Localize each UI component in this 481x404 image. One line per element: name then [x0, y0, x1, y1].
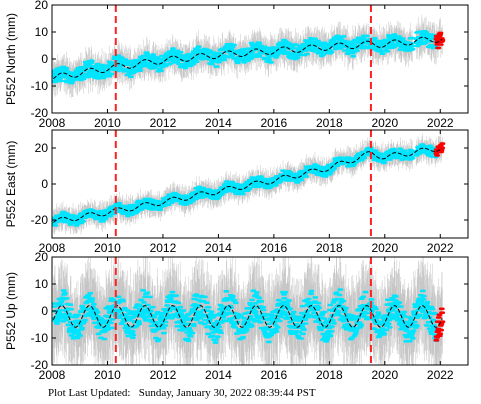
last-updated-footer: Plot Last Updated: Sunday, January 30, 2…	[48, 387, 316, 399]
plot-area-up: 2008 2010 2012 2014 2016 2018 2020 2022 -20 -10 0 1…	[31, 250, 469, 382]
last-updated-label: Plot Last Updated:	[48, 387, 131, 399]
ytick-label-up--10: -10	[31, 331, 49, 345]
xtick-label-north-2012: 2012	[150, 116, 177, 130]
ytick-label-up-20: 20	[35, 250, 49, 264]
data-points-north	[52, 30, 439, 85]
xtick-label-east-2008: 2008	[39, 241, 66, 255]
data-group-east	[52, 132, 446, 235]
xtick-label-north-2022: 2022	[427, 116, 454, 130]
panel-east: 2008 2010 2012 2014 2016 2018 2020 2022 -20 0 20 P…	[4, 129, 469, 255]
xtick-label-east-2010: 2010	[94, 241, 121, 255]
xtick-label-up-2014: 2014	[205, 368, 232, 382]
ytick-label-north-0: 0	[41, 52, 48, 66]
data-points-east	[52, 143, 439, 227]
xtick-label-up-2020: 2020	[371, 368, 398, 382]
ytick-label-north-10: 10	[35, 25, 49, 39]
plot-area-north: 2008 2010 2012 2014 2016 2018 2020 2022 -20 -10 0 1…	[31, 0, 469, 130]
xtick-label-up-2016: 2016	[261, 368, 288, 382]
xtick-label-east-2020: 2020	[371, 241, 398, 255]
xtick-label-up-2010: 2010	[94, 368, 121, 382]
ytick-label-east--20: -20	[31, 213, 49, 227]
model-line-up	[52, 305, 443, 328]
ytick-label-east-0: 0	[41, 177, 48, 191]
xtick-label-east-2018: 2018	[316, 241, 343, 255]
ylabel-up: P552 Up (mm)	[4, 272, 18, 350]
plot-border-east	[51, 129, 469, 239]
xtick-label-north-2020: 2020	[371, 116, 398, 130]
data-group-up	[52, 257, 446, 365]
last-updated-timestamp: Sunday, January 30, 2022 08:39:44 PST	[138, 387, 316, 399]
panel-up: 2008 2010 2012 2014 2016 2018 2020 2022 -20 -10 0 1…	[4, 250, 469, 382]
xtick-label-north-2010: 2010	[94, 116, 121, 130]
ylabel-east: P552 East (mm)	[4, 141, 18, 228]
xtick-label-up-2008: 2008	[39, 368, 66, 382]
xtick-label-east-2022: 2022	[427, 241, 454, 255]
xtick-label-east-2012: 2012	[150, 241, 177, 255]
plot-border-north	[51, 4, 469, 114]
model-line-north	[53, 36, 443, 80]
ytick-label-north--10: -10	[31, 79, 49, 93]
ytick-label-up--20: -20	[31, 358, 49, 372]
ytick-label-up-0: 0	[41, 304, 48, 318]
plot-area-east: 2008 2010 2012 2014 2016 2018 2020 2022 -20 0 20	[31, 129, 469, 255]
ytick-label-up-10: 10	[35, 277, 49, 291]
recent-points-north	[433, 31, 446, 50]
xtick-label-north-2008: 2008	[39, 116, 66, 130]
xtick-label-east-2014: 2014	[205, 241, 232, 255]
ylabel-north: P552 North (mm)	[4, 13, 18, 105]
xtick-label-east-2016: 2016	[261, 241, 288, 255]
xtick-label-up-2018: 2018	[316, 368, 343, 382]
ytick-label-north--20: -20	[31, 106, 49, 120]
xtick-label-north-2014: 2014	[205, 116, 232, 130]
xtick-label-north-2016: 2016	[261, 116, 288, 130]
xtick-label-up-2022: 2022	[427, 368, 454, 382]
data-group-north	[52, 14, 446, 98]
ytick-label-north-20: 20	[35, 0, 49, 12]
xtick-label-up-2012: 2012	[150, 368, 177, 382]
ytick-label-east-20: 20	[35, 141, 49, 155]
panel-north: 2008 2010 2012 2014 2016 2018 2020 2022 -20 -10 0 1…	[4, 0, 469, 130]
xtick-label-north-2018: 2018	[316, 116, 343, 130]
model-line-east	[53, 147, 443, 223]
plot-border-up	[51, 256, 469, 366]
